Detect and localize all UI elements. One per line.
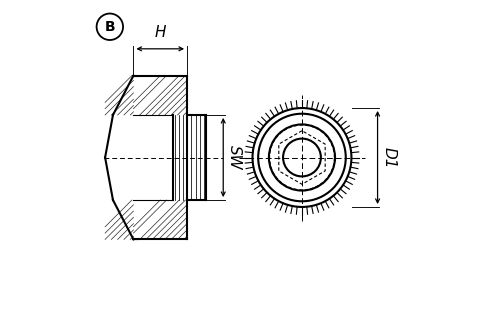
Text: H: H xyxy=(154,25,166,40)
Text: B: B xyxy=(104,20,115,34)
Text: SW: SW xyxy=(227,145,242,170)
Text: D1: D1 xyxy=(382,147,396,168)
